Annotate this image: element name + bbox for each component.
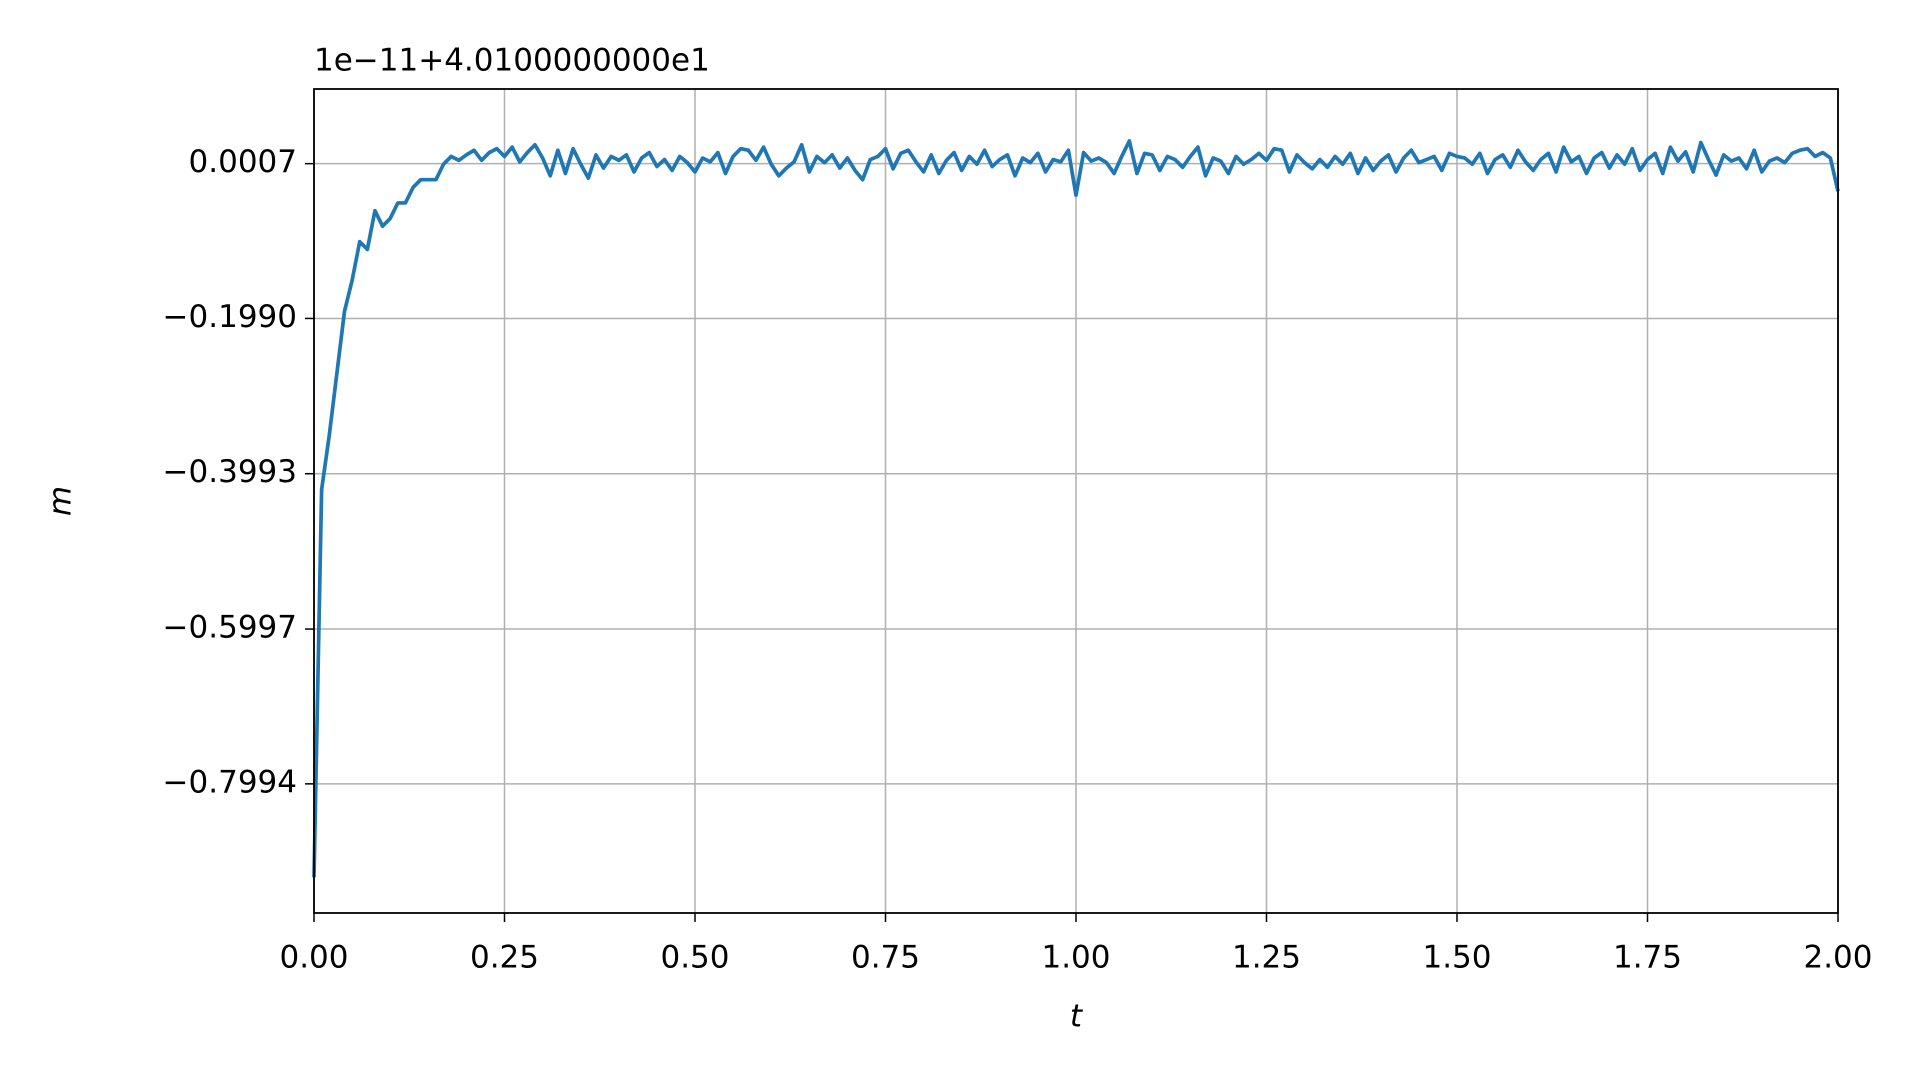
y-tick-label: −0.3993 bbox=[163, 454, 297, 490]
x-tick-label: 1.50 bbox=[1422, 940, 1491, 976]
x-tick-label: 1.75 bbox=[1613, 940, 1682, 976]
x-axis-label: t bbox=[1070, 999, 1084, 1035]
x-tick-label: 2.00 bbox=[1803, 940, 1872, 976]
y-tick-label: 0.0007 bbox=[189, 144, 297, 180]
plot bbox=[312, 139, 1840, 878]
x-tick-label: 1.25 bbox=[1232, 940, 1301, 976]
x-tick-label: 0.50 bbox=[660, 940, 729, 976]
y-tick-label: −0.5997 bbox=[163, 610, 297, 646]
x-tick-label: 0.75 bbox=[851, 940, 920, 976]
y-tick-label: −0.1990 bbox=[163, 299, 297, 335]
x-tick-label: 0.00 bbox=[279, 940, 348, 976]
x-tick-label: 0.25 bbox=[470, 940, 539, 976]
data-line bbox=[312, 139, 1840, 878]
x-tick-label: 1.00 bbox=[1041, 940, 1110, 976]
y-offset-label: 1e−11+4.0100000000e1 bbox=[314, 43, 710, 79]
y-tick-label: −0.7994 bbox=[163, 764, 297, 800]
y-axis-label: m bbox=[43, 486, 79, 516]
